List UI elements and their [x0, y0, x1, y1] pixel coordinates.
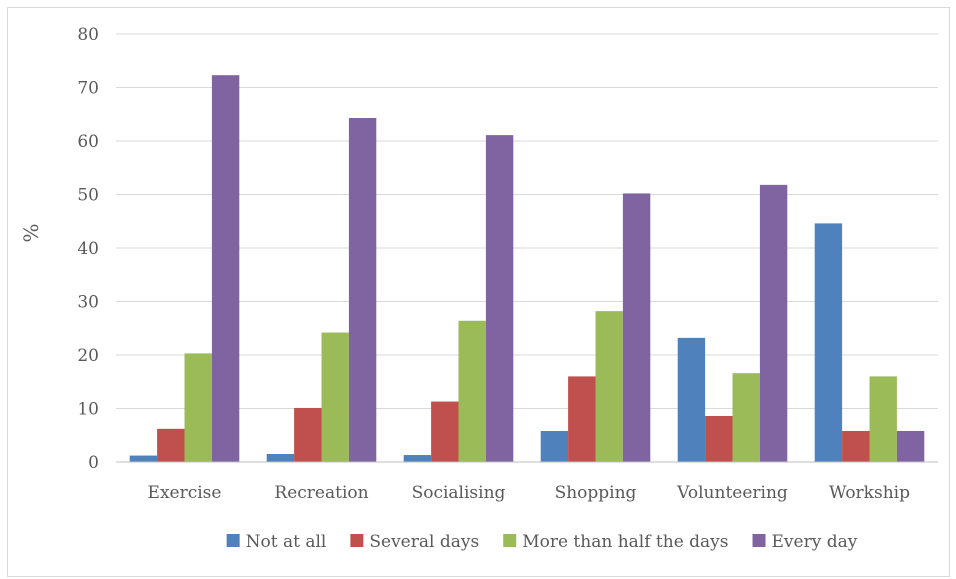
- bar-several-days-shopping: [568, 376, 596, 462]
- legend-swatch: [503, 534, 517, 547]
- y-tick-label: 60: [77, 132, 99, 152]
- bar-more-than-half-the-days-volunteering: [732, 373, 760, 462]
- legend-item: More than half the days: [503, 532, 729, 552]
- bar-more-than-half-the-days-exercise: [184, 353, 212, 462]
- bar-several-days-exercise: [157, 428, 185, 462]
- y-tick-label: 10: [77, 400, 99, 420]
- bar-not-at-all-socialising: [403, 455, 432, 462]
- y-tick-label: 40: [77, 239, 99, 259]
- bar-every-day-shopping: [622, 193, 651, 462]
- bars: [129, 75, 925, 463]
- bar-every-day-exercise: [211, 75, 240, 462]
- legend-label: More than half the days: [522, 532, 728, 552]
- bar-not-at-all-volunteering: [677, 337, 706, 462]
- gridlines: [116, 33, 938, 409]
- bar-more-than-half-the-days-workship: [869, 376, 897, 462]
- bar-every-day-socialising: [485, 135, 514, 463]
- legend-swatch: [226, 534, 240, 547]
- bar-every-day-recreation: [348, 117, 377, 463]
- bar-several-days-socialising: [431, 401, 459, 462]
- bar-several-days-recreation: [294, 407, 322, 462]
- x-tick-label: Socialising: [412, 483, 506, 503]
- bar-several-days-volunteering: [705, 415, 733, 462]
- x-tick-label: Volunteering: [676, 483, 788, 503]
- x-tick-label: Exercise: [148, 483, 222, 503]
- legend-label: Every day: [772, 532, 858, 552]
- legend: Not at all Several days More than half the…: [226, 532, 858, 552]
- x-tick-label: Shopping: [555, 483, 637, 503]
- chart-area: [7, 7, 950, 577]
- bar-every-day-workship: [896, 430, 925, 462]
- bar-more-than-half-the-days-shopping: [595, 311, 623, 462]
- y-axis-title: %: [19, 223, 43, 242]
- bar-not-at-all-recreation: [266, 453, 295, 462]
- axes: 0 10 20 30 40 50 60 70 80 Exercise Recreation Socia…: [77, 25, 938, 503]
- legend-swatch: [350, 534, 364, 547]
- legend-item: Not at all: [226, 532, 327, 552]
- legend-item: Several days: [350, 532, 479, 552]
- y-tick-label: 0: [88, 453, 99, 473]
- legend-label: Several days: [369, 532, 479, 552]
- y-tick-label: 80: [77, 25, 99, 45]
- bar-more-than-half-the-days-socialising: [458, 320, 486, 462]
- y-tick-label: 70: [77, 79, 99, 99]
- y-tick-label: 30: [77, 293, 99, 313]
- x-tick-label: Workship: [829, 483, 910, 503]
- bar-more-than-half-the-days-recreation: [321, 332, 349, 462]
- y-tick-label: 50: [77, 186, 99, 206]
- x-tick-label: Recreation: [274, 483, 368, 503]
- legend-swatch: [752, 534, 766, 547]
- bar-not-at-all-exercise: [129, 455, 158, 462]
- bar-every-day-volunteering: [759, 184, 788, 462]
- legend-item: Every day: [752, 532, 858, 552]
- bar-several-days-workship: [842, 430, 870, 462]
- bar-not-at-all-shopping: [540, 430, 569, 462]
- legend-label: Not at all: [246, 532, 327, 552]
- bar-not-at-all-workship: [814, 223, 843, 462]
- y-tick-label: 20: [77, 346, 99, 366]
